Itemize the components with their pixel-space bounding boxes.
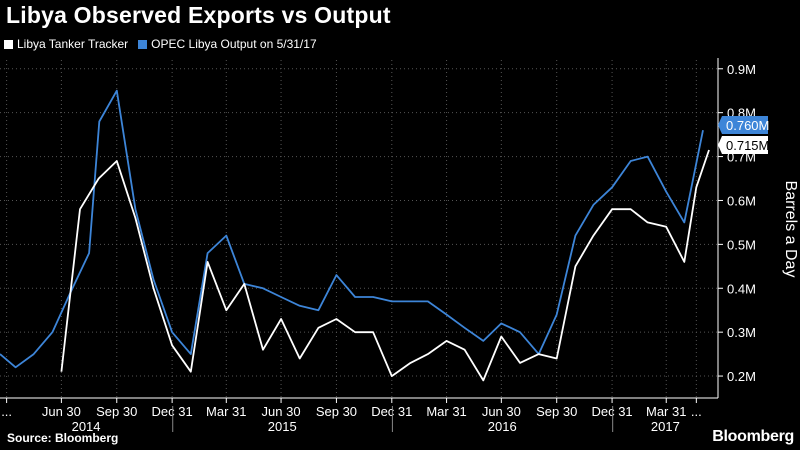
legend-swatch-tracker <box>4 39 13 49</box>
series-line-tracker <box>60 149 710 382</box>
last-value-opec: 0.760M <box>726 118 769 133</box>
legend-label-tracker: Libya Tanker Tracker <box>17 37 129 51</box>
y-tick-label: 0.3M <box>727 325 756 340</box>
y-tick-label: 0.5M <box>727 237 756 252</box>
x-tick-label: Mar 31 <box>646 404 686 419</box>
legend-item-opec: OPEC Libya Output on 5/31/17 <box>138 37 317 51</box>
y-tick-label: 0.2M <box>727 369 756 384</box>
y-tick-label: 0.9M <box>727 62 756 77</box>
x-tick-label: Jun 30 <box>42 404 81 419</box>
last-value-opec-box <box>718 116 768 134</box>
x-tick-label: Sep 30 <box>316 404 357 419</box>
x-year-label: 2017 <box>651 419 680 434</box>
x-tick-label: Sep 30 <box>536 404 577 419</box>
x-tick-label: Dec 31 <box>152 404 193 419</box>
legend-label-opec: OPEC Libya Output on 5/31/17 <box>151 37 317 51</box>
x-tick-label: Dec 31 <box>591 404 632 419</box>
series-line-opec <box>0 89 704 369</box>
legend-item-tracker: Libya Tanker Tracker <box>4 37 128 51</box>
x-year-label: 2016 <box>488 419 517 434</box>
y-axis-title: Barrels a Day <box>782 181 799 278</box>
source-note: Source: Bloomberg <box>7 431 119 445</box>
legend-swatch-opec <box>138 39 148 49</box>
last-value-tracker-box <box>718 136 768 154</box>
x-tick-label: Sep 30 <box>96 404 137 419</box>
y-tick-label: 0.6M <box>727 193 756 208</box>
x-tick-label: Jun 30 <box>262 404 301 419</box>
x-tick-label: Mar 31 <box>426 404 466 419</box>
x-tick-label: ... <box>1 404 12 419</box>
x-year-label: 2014 <box>72 419 101 434</box>
x-tick-label: Dec 31 <box>371 404 412 419</box>
chart-title: Libya Observed Exports vs Output <box>6 2 391 28</box>
bloomberg-logo: Bloomberg <box>712 428 794 445</box>
x-tick-label: Jun 30 <box>482 404 521 419</box>
y-tick-label: 0.4M <box>727 281 756 296</box>
x-year-label: 2015 <box>268 419 297 434</box>
x-tick-label: ... <box>691 404 702 419</box>
x-tick-label: Mar 31 <box>206 404 246 419</box>
last-value-tracker: 0.715M <box>726 138 769 153</box>
chart-legend: Libya Tanker Tracker OPEC Libya Output o… <box>4 37 317 51</box>
